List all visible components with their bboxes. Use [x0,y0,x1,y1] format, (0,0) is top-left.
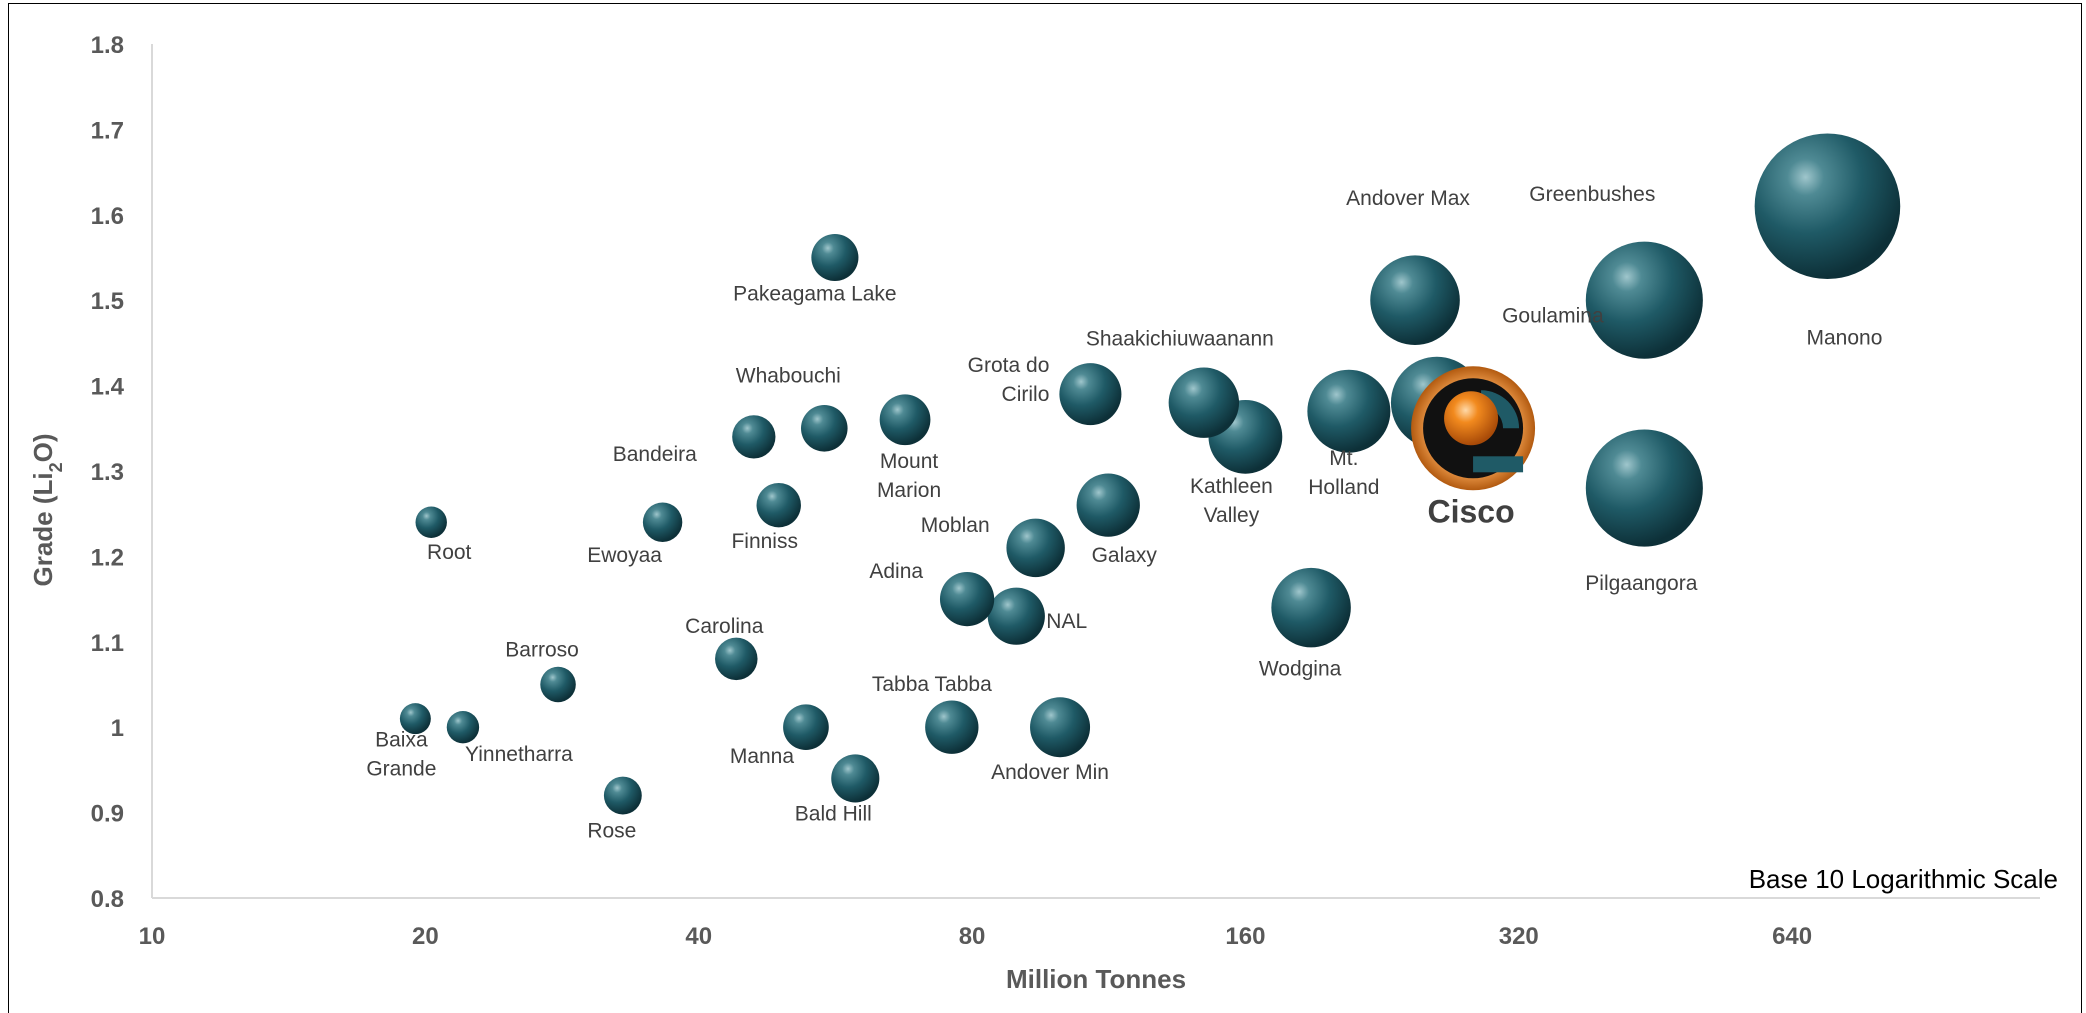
y-tick-label: 1.3 [91,459,124,486]
x-tick-label: 80 [959,923,986,950]
point-label: Wodgina [1259,658,1342,681]
x-tick-label: 160 [1225,923,1265,950]
bubble-wodgina [1271,567,1351,648]
bubble-moblan [1006,518,1065,578]
x-tick-label: 20 [412,923,439,950]
point-label: Bandeira [613,443,697,466]
y-tick-label: 1 [111,715,124,742]
bubble-root [415,506,447,538]
point-label: Baixa [375,729,428,752]
point-label: Greenbushes [1529,183,1655,206]
bubble-galaxy [1076,473,1140,537]
point-label: Marion [877,479,941,502]
cisco-orange-ball [1444,391,1499,446]
point-label: Rose [587,820,636,843]
bubble-eweyaa [642,502,683,542]
y-tick-label: 0.8 [91,886,124,913]
point-label: Mount [880,450,939,473]
point-label: Andover Max [1346,187,1470,210]
point-label: Bald Hill [795,802,872,825]
axes [151,44,2040,899]
bubble-finniss [756,482,801,528]
point-label: Grota do [968,354,1050,377]
y-tick-label: 0.9 [91,801,124,828]
y-tick-label: 1.2 [91,544,124,571]
point-label: Holland [1308,476,1379,499]
bubble-andover-min [1030,697,1091,758]
y-tick-label: 1.7 [91,117,124,144]
point-label: Valley [1204,504,1260,527]
point-label: Tabba Tabba [872,673,992,696]
y-tick-label: 1.1 [91,630,124,657]
scale-annotation: Base 10 Logarithmic Scale [1749,864,2058,894]
bubble-yinnetharra [446,711,480,744]
cisco-marker [1411,366,1536,491]
x-tick-label: 320 [1499,923,1539,950]
y-axis-title: Grade (Li2O) [28,433,66,586]
y-tick-label: 1.8 [91,32,124,59]
bubble-pakeagama-lake [811,233,859,282]
y-tick-label: 1.5 [91,288,124,315]
x-tick-label: 640 [1772,923,1812,950]
point-label: Adina [869,560,923,583]
point-label: Yinnetharra [465,743,573,766]
bubble-series [399,133,1901,815]
y-tick-label: 1.6 [91,203,124,230]
bubble-bandeira [732,415,776,459]
x-axis-title: Million Tonnes [1006,964,1186,994]
point-label: Finniss [731,530,798,553]
bubble-tabba-tabba [925,700,979,754]
point-label: Cirilo [1002,383,1050,406]
bubble-labels: Root Baixa Grande Yinnetharra Barroso Rose Ewo… [366,183,1882,842]
point-label: NAL [1046,610,1087,633]
point-label: Grande [366,758,436,781]
chart-frame [8,3,2082,1013]
point-label: Root [427,541,472,564]
bubble-pilgaangora [1585,429,1703,547]
point-label: Mt. [1329,447,1358,470]
bubble-mount-marion [879,394,931,446]
bubble-carolina [715,637,758,681]
x-tick-label: 40 [685,923,712,950]
bubble-baixa-grande [399,703,431,735]
x-tick-labels: 10 20 40 80 160 320 640 [139,923,1812,950]
bubble-grota-do-cirilo [1059,363,1122,426]
bubble-nal [987,587,1045,645]
y-tick-label: 1.4 [91,374,125,401]
bubble-andover-max [1370,255,1460,345]
point-label: Carolina [685,615,764,638]
bubble-greenbushes [1585,241,1703,359]
point-label: Galaxy [1092,544,1158,567]
y-tick-labels: 0.8 0.9 1 1.1 1.2 1.3 1.4 1.5 1.6 1.7 1.8 [91,32,125,913]
point-label: Manna [730,745,795,768]
point-label: Goulamina [1502,305,1604,328]
point-label: Shaakichiuwaanann [1086,328,1274,351]
point-label: Barroso [505,639,579,662]
cisco-teal-bar [1473,456,1524,473]
point-label: Kathleen [1190,475,1273,498]
bubble-mt-holland [1307,369,1391,453]
point-label: Ewoyaa [587,544,662,567]
bubble-barroso [540,666,576,703]
point-label: Whabouchi [736,364,841,387]
bubble-manono [1754,133,1901,280]
cisco-label: Cisco [1428,493,1515,529]
bubble-bald-hill [831,754,880,803]
point-label: Pilgaangora [1585,572,1697,595]
point-label: Moblan [921,514,990,537]
point-label: Manono [1806,326,1882,349]
bubble-whabouchi [801,405,848,452]
bubble-adina [939,571,995,627]
bubble-shaakichiuwaanann [1168,367,1240,438]
bubble-rose [603,776,642,815]
point-label: Andover Min [991,761,1109,784]
x-tick-label: 10 [139,923,166,950]
bubble-manna [783,704,829,751]
point-label: Pakeagama Lake [733,283,896,306]
